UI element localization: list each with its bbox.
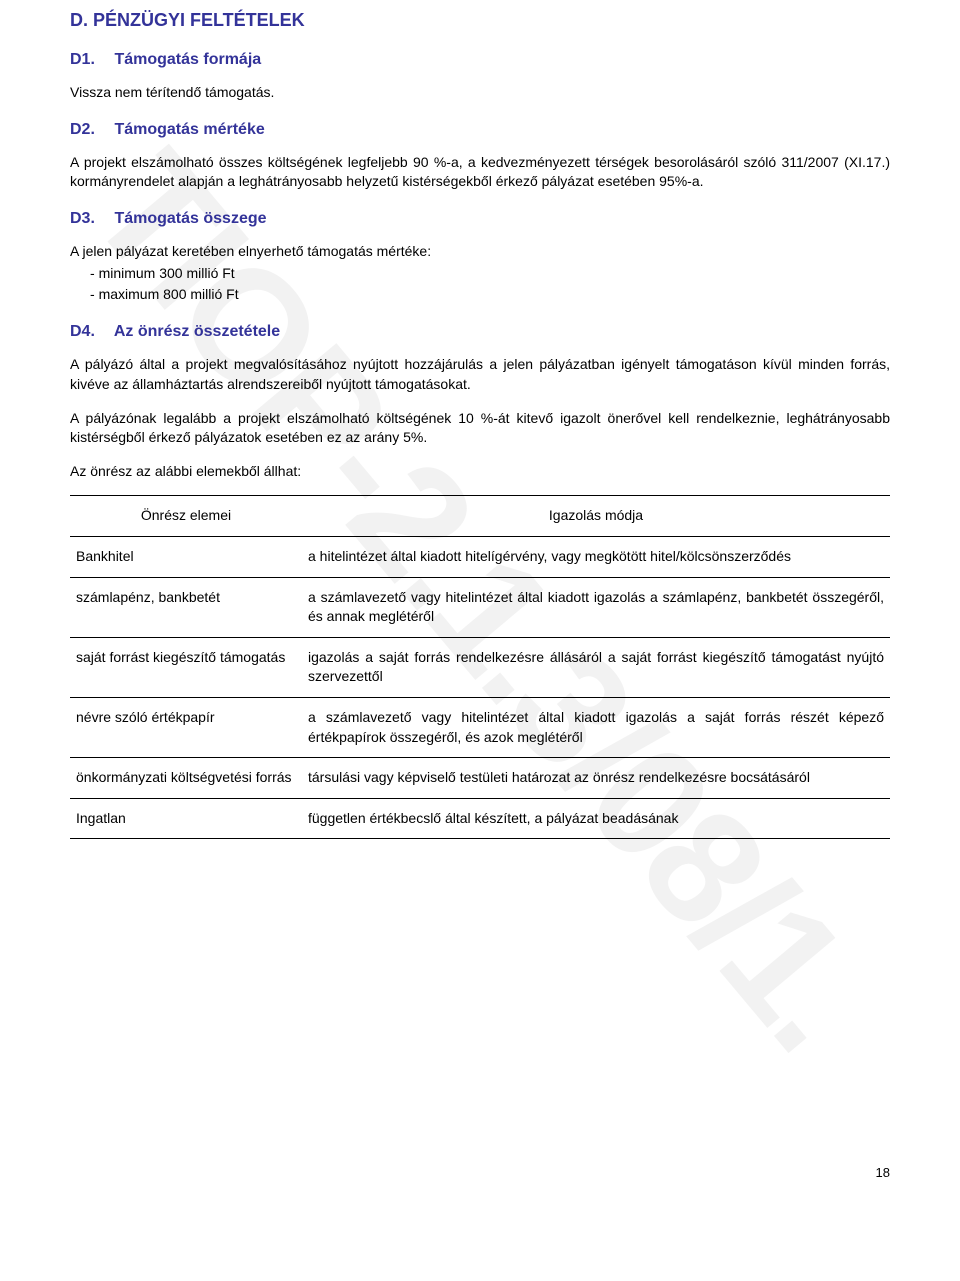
- d2-number: D2.: [70, 121, 110, 139]
- table-cell-right: független értékbecslő által készített, a…: [302, 798, 890, 839]
- d1-title: Támogatás formája: [114, 51, 261, 68]
- d4-title: Az önrész összetétele: [114, 323, 280, 340]
- section-d-title: D. PÉNZÜGYI FELTÉTELEK: [70, 10, 890, 31]
- d1-text: Vissza nem térítendő támogatás.: [70, 83, 890, 103]
- onresz-table: Önrész elemei Igazolás módja Bankhitel a…: [70, 495, 890, 839]
- d2-heading: D2. Támogatás mértéke: [70, 121, 890, 139]
- table-cell-left: saját forrást kiegészítő támogatás: [70, 637, 302, 697]
- table-cell-right: társulási vagy képviselő testületi határ…: [302, 758, 890, 799]
- d4-para2: A pályázónak legalább a projekt elszámol…: [70, 409, 890, 448]
- table-header-right: Igazolás módja: [302, 496, 890, 537]
- d1-heading: D1. Támogatás formája: [70, 51, 890, 69]
- table-header-left: Önrész elemei: [70, 496, 302, 537]
- d4-para1: A pályázó által a projekt megvalósításáh…: [70, 355, 890, 394]
- table-row: saját forrást kiegészítő támogatás igazo…: [70, 637, 890, 697]
- table-row: önkormányzati költségvetési forrás társu…: [70, 758, 890, 799]
- table-cell-right: a számlavezető vagy hitelintézet által k…: [302, 577, 890, 637]
- document-content: D. PÉNZÜGYI FELTÉTELEK D1. Támogatás for…: [70, 10, 890, 839]
- table-cell-left: Bankhitel: [70, 536, 302, 577]
- d4-heading: D4. Az önrész összetétele: [70, 323, 890, 341]
- list-item: minimum 300 millió Ft: [110, 263, 890, 284]
- table-row: névre szóló értékpapír a számlavezető va…: [70, 697, 890, 757]
- table-cell-right: a számlavezető vagy hitelintézet által k…: [302, 697, 890, 757]
- d1-number: D1.: [70, 51, 110, 69]
- table-cell-right: a hitelintézet által kiadott hitelígérvé…: [302, 536, 890, 577]
- d3-heading: D3. Támogatás összege: [70, 210, 890, 228]
- table-row: Bankhitel a hitelintézet által kiadott h…: [70, 536, 890, 577]
- table-cell-left: számlapénz, bankbetét: [70, 577, 302, 637]
- list-item: maximum 800 millió Ft: [110, 284, 890, 305]
- table-cell-left: Ingatlan: [70, 798, 302, 839]
- d3-list: minimum 300 millió Ft maximum 800 millió…: [70, 263, 890, 305]
- d4-number: D4.: [70, 323, 110, 341]
- d3-number: D3.: [70, 210, 110, 228]
- table-row: számlapénz, bankbetét a számlavezető vag…: [70, 577, 890, 637]
- d4-table-lead: Az önrész az alábbi elemekből állhat:: [70, 462, 890, 482]
- table-cell-left: önkormányzati költségvetési forrás: [70, 758, 302, 799]
- d2-title: Támogatás mértéke: [114, 121, 264, 138]
- d3-title: Támogatás összege: [114, 210, 266, 227]
- table-header-row: Önrész elemei Igazolás módja: [70, 496, 890, 537]
- d3-lead: A jelen pályázat keretében elnyerhető tá…: [70, 242, 890, 262]
- page-number: 18: [876, 1165, 890, 1180]
- table-cell-left: névre szóló értékpapír: [70, 697, 302, 757]
- table-cell-right: igazolás a saját forrás rendelkezésre ál…: [302, 637, 890, 697]
- table-row: Ingatlan független értékbecslő által kés…: [70, 798, 890, 839]
- d2-text: A projekt elszámolható összes költségéne…: [70, 153, 890, 192]
